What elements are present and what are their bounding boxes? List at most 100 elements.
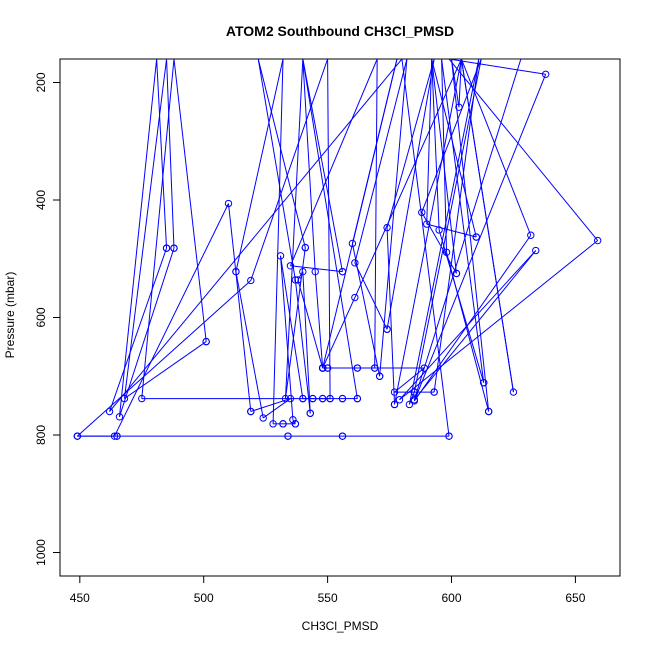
data-point <box>73 432 82 440</box>
data-point <box>279 420 287 428</box>
series-segment <box>302 59 343 272</box>
series-segment <box>421 212 457 274</box>
data-point <box>351 259 359 267</box>
x-axis: 450 500 550 600 650 <box>70 575 586 605</box>
series-segment <box>413 59 522 400</box>
y-tick-label: 400 <box>34 190 48 210</box>
y-tick-label: 800 <box>34 425 48 445</box>
series-segment <box>460 59 514 393</box>
x-tick-label: 600 <box>441 591 461 605</box>
data-point <box>247 407 255 416</box>
data-point <box>162 244 171 252</box>
series-segment <box>284 247 306 399</box>
data-point <box>593 236 602 245</box>
series-segment <box>386 59 435 228</box>
x-tick-label: 450 <box>70 591 90 605</box>
data-point <box>247 276 255 285</box>
data-point <box>509 388 518 396</box>
data-point <box>311 267 319 276</box>
data-point <box>110 432 119 440</box>
data-point <box>541 70 550 78</box>
data-point <box>284 432 292 440</box>
data-point <box>138 394 146 403</box>
data-point <box>442 248 451 256</box>
data-point <box>294 276 302 284</box>
data-point <box>120 394 129 403</box>
data-point <box>390 388 399 396</box>
data-point <box>472 233 480 241</box>
series-segment <box>448 59 599 241</box>
series-segment <box>399 240 599 401</box>
series-segment <box>327 59 331 399</box>
series-segment <box>433 59 480 393</box>
data-point <box>383 325 391 333</box>
y-axis-label: Pressure (mbar) <box>3 272 17 359</box>
series-segment <box>431 59 477 238</box>
series-segment <box>250 59 329 281</box>
series-segment <box>114 203 229 437</box>
series-segment <box>118 248 175 417</box>
series-segment <box>235 271 264 419</box>
data-point <box>390 400 399 409</box>
data-point <box>170 244 178 252</box>
data-point <box>276 252 285 260</box>
x-axis-label: CH3Cl_PMSD <box>302 619 379 633</box>
data-point <box>232 267 240 276</box>
data-point <box>299 394 307 403</box>
series-segment <box>354 59 408 263</box>
data-point <box>353 394 362 403</box>
data-point <box>430 388 438 396</box>
series-segment <box>413 234 532 402</box>
data-point <box>286 394 295 403</box>
data-point <box>224 199 233 208</box>
data-point <box>105 407 114 416</box>
series-segment <box>460 59 532 236</box>
data-point <box>259 414 267 422</box>
series-segment <box>351 59 398 244</box>
series-segment <box>109 248 168 412</box>
data-point <box>306 409 314 417</box>
series-segment <box>227 203 252 412</box>
series-segment <box>451 59 460 108</box>
series-segment <box>322 297 356 369</box>
series-segment <box>413 74 547 402</box>
series-lines <box>77 59 599 437</box>
series-segment <box>354 59 462 298</box>
series-segment <box>426 59 433 225</box>
data-point <box>484 407 493 416</box>
data-point <box>532 246 540 255</box>
data-point <box>452 269 461 278</box>
data-point <box>318 394 327 403</box>
data-point <box>113 432 121 440</box>
data-point <box>338 432 347 440</box>
data-point <box>480 379 488 387</box>
series-segment <box>292 419 296 425</box>
data-point <box>405 400 414 409</box>
y-tick-label: 200 <box>34 72 48 92</box>
series-segment <box>394 367 425 393</box>
data-point <box>301 243 310 252</box>
series-segment <box>448 59 546 75</box>
data-point <box>281 394 290 403</box>
data-point <box>370 364 379 372</box>
series-segment <box>302 59 316 272</box>
data-point <box>383 223 391 232</box>
series-segment <box>394 59 462 405</box>
data-point <box>423 220 431 228</box>
series-segment <box>451 59 490 412</box>
data-point <box>286 262 295 270</box>
series-segment <box>408 59 480 405</box>
series-segment <box>284 59 304 399</box>
chart-title: ATOM2 Southbound CH3Cl_PMSD <box>226 23 454 39</box>
series-segment <box>426 223 477 238</box>
series-segment <box>386 227 396 405</box>
data-point <box>445 432 453 440</box>
data-point <box>353 364 362 372</box>
series-segment <box>166 59 175 249</box>
data-point <box>309 394 317 403</box>
series-points <box>73 70 602 440</box>
series-segment <box>250 398 291 412</box>
series-segment <box>386 59 435 330</box>
data-point <box>269 420 277 428</box>
